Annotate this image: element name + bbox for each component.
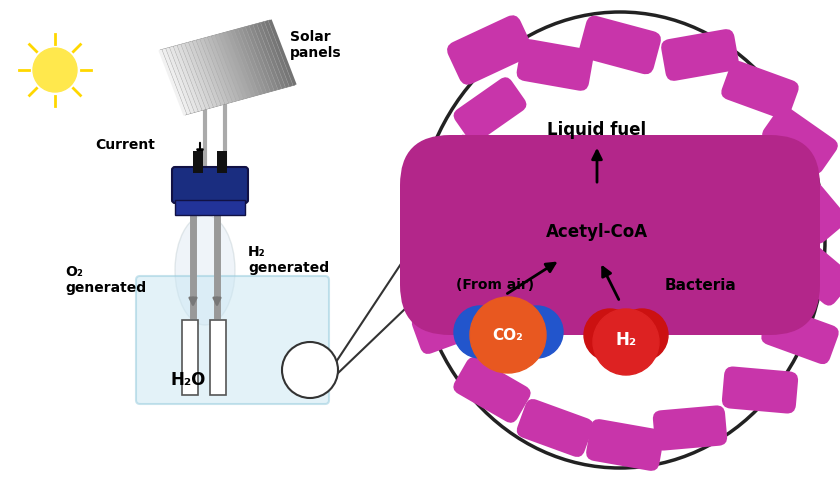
Text: Bacteria: Bacteria bbox=[664, 278, 736, 292]
FancyBboxPatch shape bbox=[517, 39, 593, 91]
Circle shape bbox=[33, 48, 77, 92]
FancyBboxPatch shape bbox=[761, 306, 839, 364]
FancyBboxPatch shape bbox=[454, 77, 527, 143]
Bar bbox=[182, 320, 198, 395]
FancyBboxPatch shape bbox=[517, 399, 593, 457]
Text: H₂
generated: H₂ generated bbox=[248, 245, 329, 275]
Text: CO₂: CO₂ bbox=[492, 328, 523, 342]
FancyBboxPatch shape bbox=[579, 16, 661, 74]
FancyBboxPatch shape bbox=[773, 166, 840, 244]
FancyBboxPatch shape bbox=[777, 234, 840, 306]
Text: H₂: H₂ bbox=[616, 331, 637, 349]
FancyBboxPatch shape bbox=[653, 406, 727, 450]
FancyBboxPatch shape bbox=[722, 61, 799, 119]
FancyBboxPatch shape bbox=[407, 228, 483, 292]
FancyBboxPatch shape bbox=[172, 167, 248, 203]
Text: Current: Current bbox=[95, 138, 155, 152]
FancyBboxPatch shape bbox=[586, 419, 664, 471]
FancyBboxPatch shape bbox=[447, 15, 533, 85]
Text: Acetyl-CoA: Acetyl-CoA bbox=[546, 223, 648, 241]
Bar bbox=[210, 320, 226, 395]
Circle shape bbox=[616, 309, 668, 361]
Text: O₂
generated: O₂ generated bbox=[65, 265, 146, 295]
Circle shape bbox=[593, 309, 659, 375]
FancyBboxPatch shape bbox=[661, 29, 739, 81]
Text: Solar
panels: Solar panels bbox=[290, 30, 342, 60]
Circle shape bbox=[454, 306, 506, 358]
Text: (From air): (From air) bbox=[456, 278, 534, 292]
FancyBboxPatch shape bbox=[762, 106, 837, 174]
FancyBboxPatch shape bbox=[722, 366, 798, 414]
Circle shape bbox=[470, 297, 546, 373]
Circle shape bbox=[584, 309, 636, 361]
Text: H₂O: H₂O bbox=[170, 371, 205, 389]
FancyBboxPatch shape bbox=[454, 357, 531, 423]
Circle shape bbox=[282, 342, 338, 398]
Polygon shape bbox=[160, 20, 295, 115]
Bar bbox=[193, 151, 203, 173]
FancyBboxPatch shape bbox=[136, 276, 329, 404]
FancyBboxPatch shape bbox=[400, 135, 820, 335]
Text: Liquid fuel: Liquid fuel bbox=[548, 121, 647, 139]
Bar bbox=[175, 200, 245, 215]
FancyBboxPatch shape bbox=[412, 296, 488, 354]
Ellipse shape bbox=[175, 215, 235, 325]
Ellipse shape bbox=[415, 12, 825, 468]
Bar bbox=[217, 151, 227, 173]
FancyBboxPatch shape bbox=[412, 134, 487, 206]
Circle shape bbox=[511, 306, 563, 358]
